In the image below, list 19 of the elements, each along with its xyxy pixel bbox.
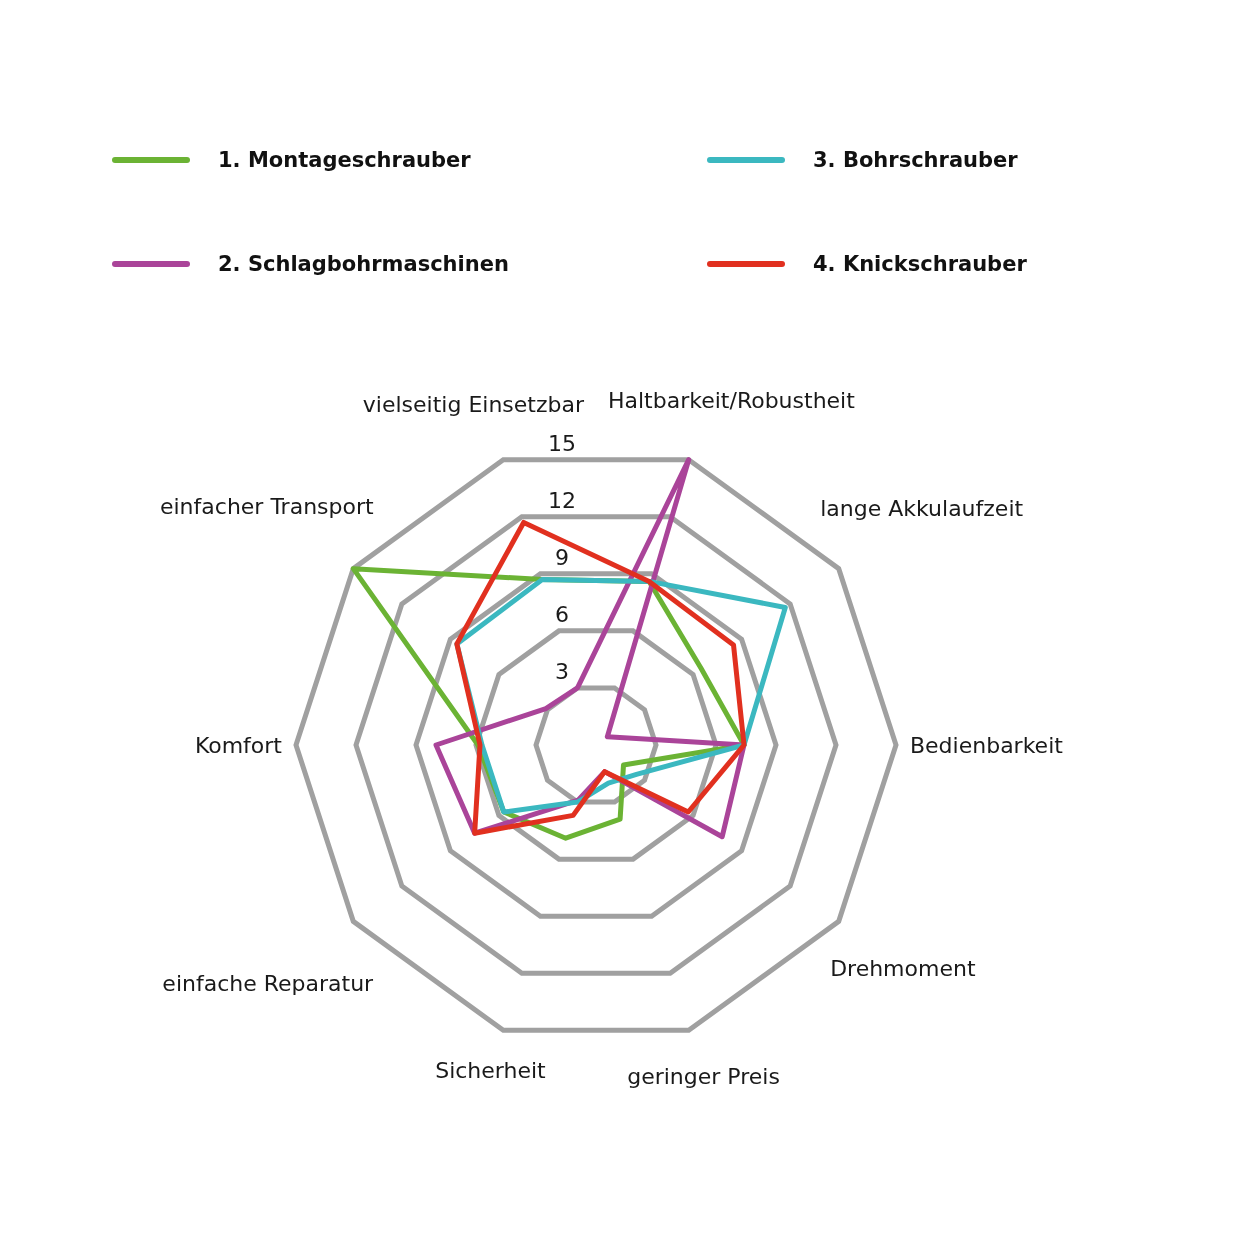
spoke-label: Komfort: [194, 732, 283, 758]
y-tick-label: 9: [555, 544, 569, 570]
spoke-label: lange Akkulaufzeit: [820, 495, 1024, 521]
spoke-label: Haltbarkeit/Robustheit: [608, 387, 856, 413]
spoke-label: einfacher Transport: [159, 493, 375, 519]
legend-label: 2. Schlagbohrmaschinen: [218, 252, 509, 276]
spoke-label: Sicherheit: [435, 1057, 547, 1083]
y-tick-label: 3: [555, 658, 569, 684]
legend-label: 1. Montageschrauber: [218, 148, 471, 172]
spoke-label: Bedienbarkeit: [910, 732, 1064, 758]
spoke-label: Drehmoment: [830, 955, 976, 981]
spoke-label: vielseitig Einsetzbar: [362, 391, 585, 417]
spoke-label: einfache Reparatur: [162, 970, 375, 996]
legend-label: 4. Knickschrauber: [813, 252, 1027, 276]
spoke-label: geringer Preis: [627, 1063, 780, 1089]
y-tick-label: 15: [548, 430, 576, 456]
y-tick-label: 6: [555, 601, 569, 627]
legend-label: 3. Bohrschrauber: [813, 148, 1018, 172]
y-tick-label: 12: [548, 487, 576, 513]
